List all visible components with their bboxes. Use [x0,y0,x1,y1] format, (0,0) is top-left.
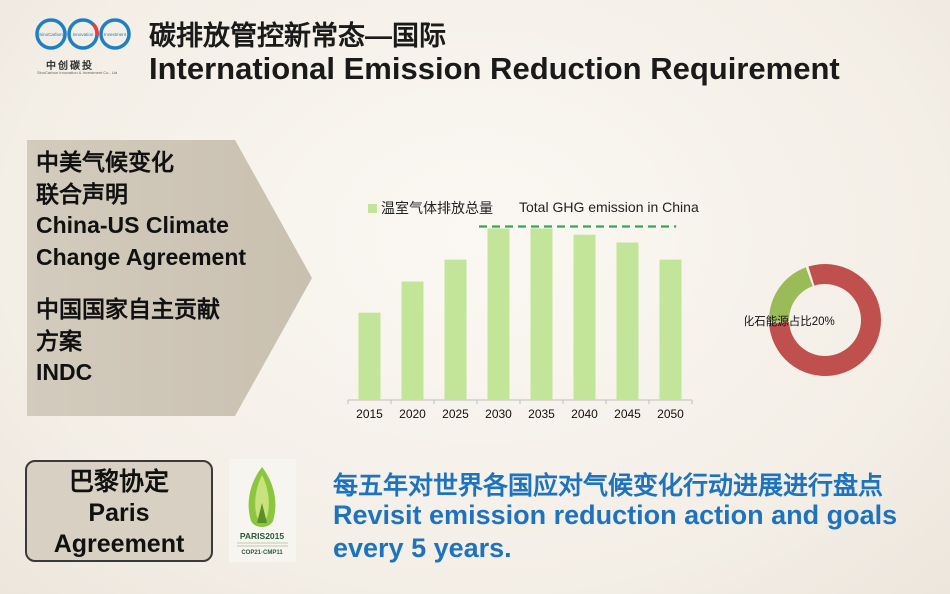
paris-label-line: Paris [88,499,150,527]
review-text-cn: 每五年对世界各国应对气候变化行动进展进行盘点 [333,472,884,500]
x-tick-label-2020: 2020 [399,407,426,421]
donut-label: 非化石能源占比20% [745,314,835,328]
agreement-line: 中美气候变化 [36,149,174,175]
legend-label-en: Total GHG emission in China [519,199,699,215]
legend-swatch [368,204,377,213]
bar-2015 [358,312,381,400]
non-fossil-donut-chart: 非化石能源占比20% [745,264,881,376]
indc-line: 方案 [36,327,82,354]
bar-2045 [616,242,639,400]
bar-2020 [401,281,424,400]
indc-line: 中国国家自主贡献 [36,296,220,322]
paris-agreement-box: 巴黎协定 Paris Agreement [25,460,213,562]
logo-ring-word-1: SinoCarbon [39,32,63,37]
indc-line: INDC [36,359,93,385]
agreement-line: Change Agreement [36,243,247,270]
x-tick-label-2035: 2035 [528,407,555,421]
paris-label-line: 巴黎协定 [68,468,169,496]
bar-2030 [487,228,510,400]
donut-slice-non-fossil [769,267,813,323]
donut-slice-fossil [769,264,881,376]
x-tick-label-2040: 2040 [571,407,598,421]
agreement-arrow-shape [27,140,312,416]
cop21-logo-sub: COP21·CMP11 [241,550,283,556]
cop21-logo: PARIS2015 COP21·CMP11 [229,459,296,562]
review-text-en: Revisit emission reduction action and go… [333,499,897,565]
bar-2050 [659,259,682,400]
x-tick-label-2030: 2030 [485,407,512,421]
x-tick-label-2025: 2025 [442,407,469,421]
ghg-bar-chart: 温室气体排放总量 Total GHG emission in China 2015 2… [347,199,699,421]
bar-2040 [573,234,596,400]
logo-ring-word-3: Investment [104,32,127,37]
page-title-en: International Emission Reduction Require… [149,51,840,86]
x-tick-label-2050: 2050 [657,407,684,421]
logo-name-cn: 中创碳投 [46,61,94,72]
x-tick-label-2015: 2015 [356,407,383,421]
paris-label-line: Agreement [53,530,185,558]
x-tick-label-2045: 2045 [614,407,641,421]
agreement-line: 联合声明 [36,180,128,207]
review-line: Revisit emission reduction action and go… [333,500,898,530]
page-title-cn: 碳排放管控新常态—国际 [149,21,446,51]
logo-name-en: SinoCarbon Innovation & Investment Co., … [37,70,118,75]
cop21-logo-title: PARIS2015 [240,531,285,541]
bar-2035 [530,228,553,400]
bar-2025 [444,259,467,400]
legend-label-cn: 温室气体排放总量 [381,200,493,216]
agreement-line: China-US Climate [36,212,229,238]
logo-ring-word-2: Innovation [73,32,94,37]
review-line: every 5 years. [333,533,512,563]
company-logo: SinoCarbon Innovation Investment [35,18,131,50]
agreement-text: 中美气候变化 联合声明 China-US Climate Change Agre… [36,147,246,389]
